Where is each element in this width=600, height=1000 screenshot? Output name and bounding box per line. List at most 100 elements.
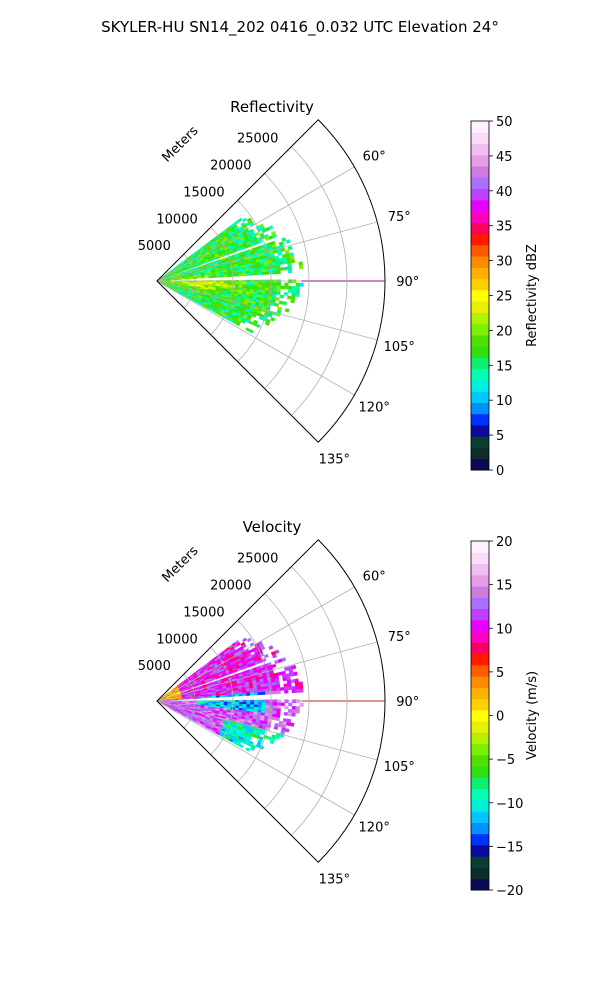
echo-cell [246, 284, 251, 288]
echo-cell [273, 282, 278, 286]
echo-cell [274, 302, 279, 307]
echo-cell [265, 271, 270, 275]
echo-cell [279, 267, 285, 271]
echo-cell [238, 273, 243, 277]
echo-cell [295, 282, 301, 287]
echo-cell [242, 693, 247, 697]
echo-cell [265, 282, 270, 286]
azimuth-tick-label: 60° [363, 150, 386, 165]
radial-tick-label: 5000 [138, 659, 171, 674]
echo-cell [185, 278, 190, 280]
colorbar-tick-label: 0 [496, 710, 504, 725]
echo-cell [275, 264, 281, 269]
echo-cell [298, 681, 303, 686]
azimuth-spoke [156, 280, 355, 396]
echo-cell [242, 702, 247, 705]
echo-cell [294, 681, 300, 687]
echo-cell [281, 237, 287, 242]
echo-cell [204, 276, 209, 279]
echo-cell [276, 702, 282, 706]
echo-cell [261, 284, 266, 288]
echo-cell [287, 262, 292, 267]
echo-cell [276, 270, 281, 275]
echo-cell [287, 269, 293, 274]
echo-cell [299, 282, 304, 287]
colorbar-tick-label: 40 [496, 185, 513, 200]
echo-cell [275, 684, 281, 689]
echo-cell [261, 282, 266, 286]
echo-cell [290, 259, 296, 264]
echo-cell [287, 686, 292, 691]
radial-tick-label: 10000 [156, 212, 197, 227]
echo-cell [234, 693, 240, 697]
colorbar-swatch [471, 608, 489, 621]
colorbar-swatch [471, 844, 489, 857]
echo-cell [265, 707, 270, 711]
colorbar-swatch [471, 256, 489, 268]
colorbar-swatch [471, 653, 489, 666]
colorbar-swatch [471, 154, 489, 167]
echo-cell [261, 702, 266, 706]
echo-cell [272, 264, 277, 269]
colorbar-swatch [471, 574, 489, 587]
echo-cell [283, 266, 289, 271]
echo-cell [249, 692, 255, 696]
echo-cell [265, 287, 270, 291]
colorbar-swatch [471, 199, 489, 212]
colorbar-swatch [471, 188, 489, 201]
echo-cell [292, 671, 298, 677]
echo-cell [200, 276, 205, 279]
echo-cell [279, 687, 285, 691]
echo-cell [235, 701, 240, 705]
colorbar-swatch [471, 413, 489, 426]
echo-cell [261, 691, 266, 695]
echo-cell [250, 702, 255, 705]
colorbar-swatch [471, 563, 489, 576]
echo-cell [208, 696, 213, 699]
colorbar-tick-label: 25 [496, 290, 513, 305]
colorbar-swatch [471, 166, 489, 178]
echo-cell [254, 231, 260, 237]
azimuth-spoke [156, 166, 355, 282]
colorbar: −20 −15 −10 −5 0 5 10 15 20 Velocity (m/s) [470, 535, 540, 899]
echo-cell [260, 645, 266, 651]
echo-cell [246, 282, 251, 285]
echo-cell [284, 705, 289, 710]
echo-cell [253, 692, 259, 696]
echo-cell [248, 329, 254, 334]
colorbar-swatch [471, 278, 489, 291]
echo-cell [272, 288, 278, 292]
azimuth-tick-label: 135° [319, 452, 350, 467]
echo-cell [261, 707, 266, 711]
colorbar-swatch [471, 642, 489, 655]
echo-cell [263, 653, 269, 659]
echo-field [158, 637, 304, 752]
colorbar-tick-label: −5 [496, 753, 515, 768]
echo-cell [284, 308, 290, 313]
colorbar-swatch [471, 289, 489, 302]
azimuth-tick-label: 120° [359, 400, 390, 415]
echo-cell [264, 268, 270, 273]
reflectivity-panel: Reflectivity60°75°90°105°120°135°5000100… [138, 98, 540, 479]
echo-cell [212, 695, 217, 698]
echo-cell [290, 679, 296, 684]
echo-cell [215, 275, 221, 278]
echo-cell [283, 683, 288, 688]
echo-cell [223, 694, 228, 698]
echo-cell [196, 277, 202, 279]
echo-cell [257, 239, 263, 244]
echo-cell [276, 267, 281, 272]
echo-cell [298, 264, 304, 270]
echo-cell [178, 278, 183, 280]
echo-cell [227, 694, 232, 697]
colorbar-swatch [471, 822, 489, 835]
colorbar-swatch [471, 222, 489, 235]
radial-axis-label: Meters [160, 543, 202, 585]
colorbar-swatch [471, 323, 489, 336]
echo-cell [272, 285, 278, 289]
echo-cell [272, 687, 277, 692]
echo-cell [271, 663, 277, 669]
echo-cell [287, 709, 293, 713]
echo-cell [242, 282, 247, 285]
echo-cell [288, 702, 293, 707]
